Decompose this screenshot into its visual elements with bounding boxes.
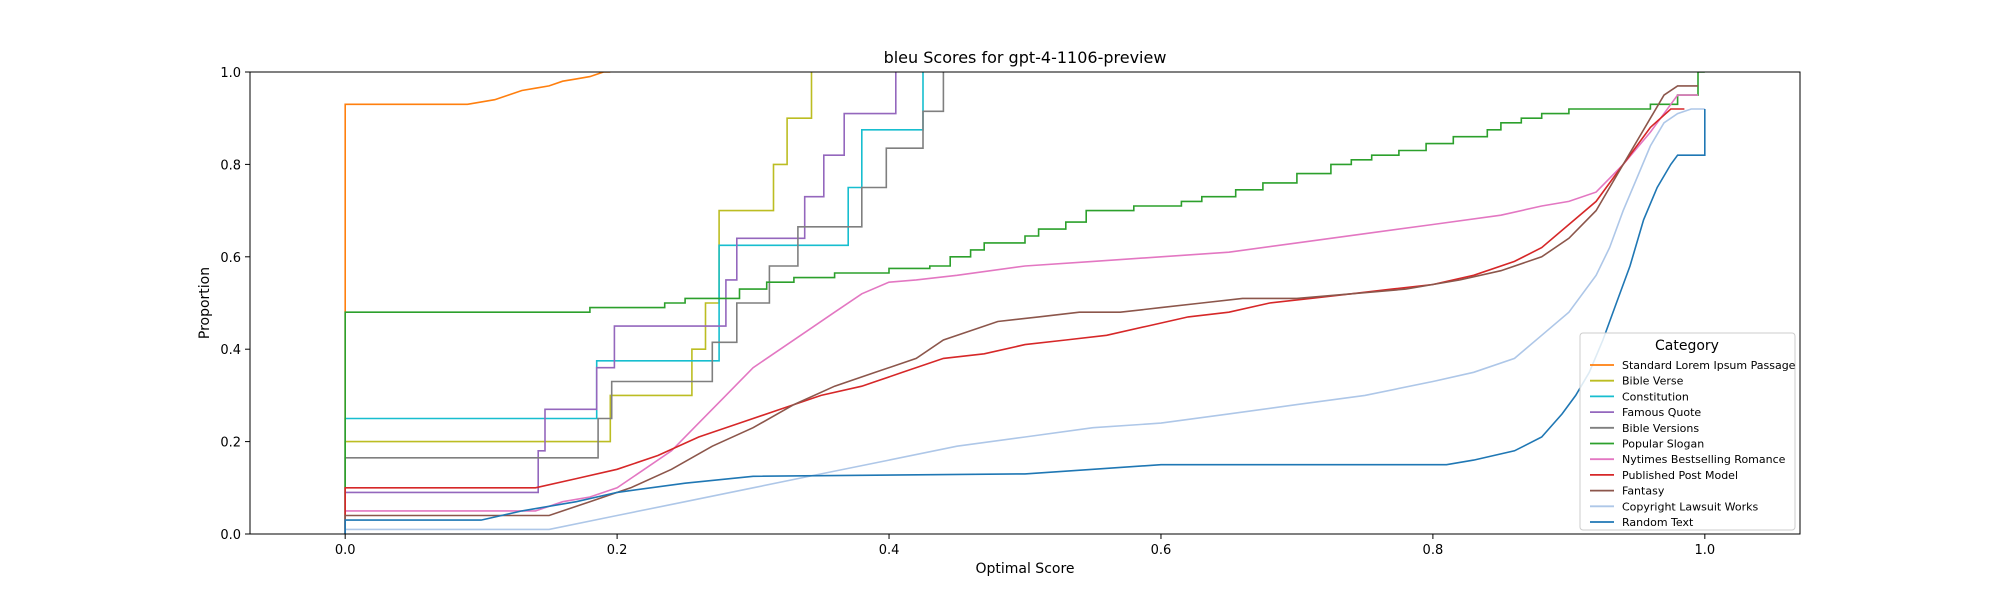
series-line-4 bbox=[344, 72, 897, 534]
legend-title: Category bbox=[1655, 338, 1719, 354]
legend-label: Published Post Model bbox=[1622, 469, 1738, 482]
legend-entries: Standard Lorem Ipsum Passage Bible Verse C… bbox=[1590, 359, 1796, 529]
legend-label: Standard Lorem Ipsum Passage bbox=[1622, 359, 1796, 372]
y-tick-label: 0.8 bbox=[220, 158, 241, 173]
series-line-7 bbox=[344, 94, 1698, 534]
y-axis-label: Proportion bbox=[197, 267, 213, 339]
y-axis: 0.0 0.2 0.4 0.6 0.8 1.0 bbox=[220, 66, 250, 543]
chart-title: bleu Scores for gpt-4-1106-preview bbox=[884, 48, 1167, 67]
legend-label: Popular Slogan bbox=[1622, 438, 1704, 451]
series-line-11 bbox=[344, 109, 1706, 534]
series-line-5 bbox=[344, 72, 945, 534]
legend: Category Standard Lorem Ipsum Passage Bib… bbox=[1579, 332, 1796, 531]
series-line-10 bbox=[344, 108, 1705, 534]
x-tick-label: 0.4 bbox=[879, 543, 900, 558]
y-tick-label: 0.4 bbox=[220, 343, 241, 358]
series-line-6 bbox=[344, 72, 1705, 534]
legend-label: Famous Quote bbox=[1622, 406, 1701, 419]
y-tick-label: 0.2 bbox=[220, 436, 241, 451]
series-layer bbox=[344, 72, 1706, 534]
x-tick-label: 1.0 bbox=[1694, 543, 1715, 558]
y-tick-label: 0.6 bbox=[220, 251, 241, 266]
y-tick-label: 0.0 bbox=[220, 528, 241, 543]
legend-label: Constitution bbox=[1622, 390, 1689, 403]
legend-label: Fantasy bbox=[1622, 485, 1665, 498]
series-line-9 bbox=[344, 85, 1698, 534]
y-tick-label: 1.0 bbox=[220, 66, 241, 81]
legend-label: Nytimes Bestselling Romance bbox=[1622, 453, 1786, 466]
legend-box bbox=[1579, 332, 1796, 531]
series-line-1 bbox=[344, 72, 611, 534]
legend-label: Random Text bbox=[1622, 516, 1694, 529]
plot-area bbox=[249, 71, 1801, 535]
x-tick-label: 0.0 bbox=[335, 543, 356, 558]
plot-frame bbox=[249, 71, 1801, 535]
x-tick-label: 0.6 bbox=[1151, 543, 1172, 558]
legend-label: Bible Versions bbox=[1622, 422, 1699, 435]
x-tick-label: 0.8 bbox=[1423, 543, 1444, 558]
x-axis-label: Optimal Score bbox=[975, 561, 1074, 577]
x-tick-label: 0.2 bbox=[607, 543, 628, 558]
series-line-8 bbox=[344, 108, 1685, 534]
x-axis: 0.0 0.2 0.4 0.6 0.8 1.0 bbox=[335, 534, 1715, 558]
legend-label: Bible Verse bbox=[1622, 375, 1684, 388]
legend-label: Copyright Lawsuit Works bbox=[1622, 500, 1759, 513]
series-line-3 bbox=[344, 72, 924, 534]
